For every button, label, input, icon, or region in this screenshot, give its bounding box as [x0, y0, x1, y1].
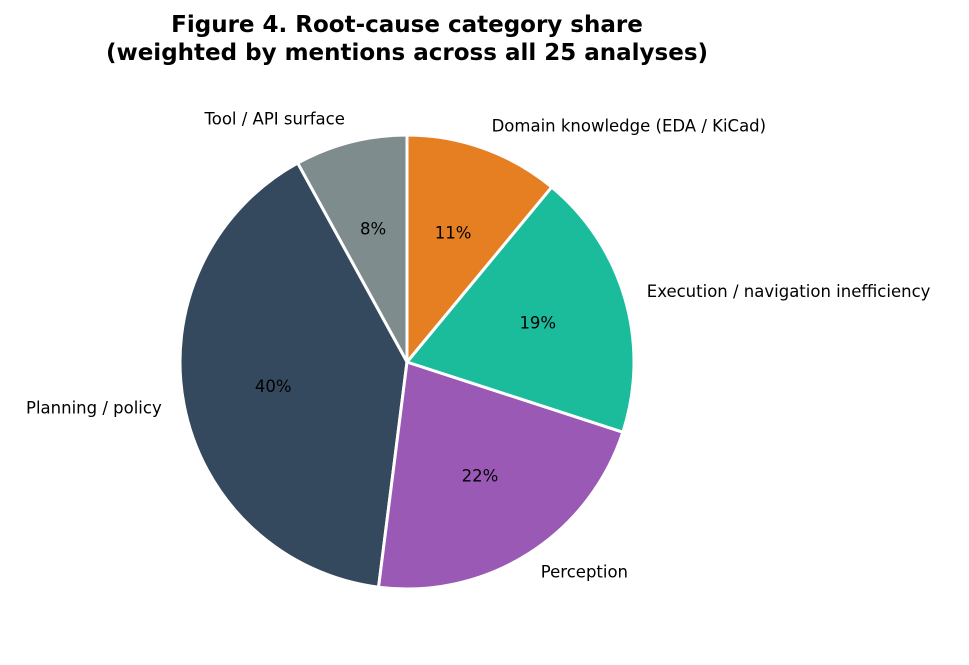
pie-slice-tool-api-surface	[296, 133, 409, 364]
chart-title-line: Figure 4. Root-cause category share	[171, 12, 643, 38]
slice-percent-label: 22%	[462, 466, 499, 485]
slice-percent-label: 40%	[255, 377, 292, 396]
slice-category-label: Execution / navigation inefficiency	[647, 282, 931, 301]
slice-category-label: Tool / API surface	[203, 110, 344, 129]
pie-slice-planning-policy	[178, 161, 409, 589]
slice-category-label: Planning / policy	[26, 398, 162, 417]
slice-percent-label: 11%	[435, 223, 472, 242]
slice-percent-label: 19%	[519, 314, 556, 333]
slice-category-label: Domain knowledge (EDA / KiCad)	[492, 117, 767, 136]
chart-title: Figure 4. Root-cause category share (weig…	[106, 12, 708, 66]
pie-slices	[178, 133, 636, 591]
pie-labels: Tool / API surface 8% Planning / policy 40%…	[26, 110, 931, 582]
pie-slice-domain-knowledge-eda-kicad	[405, 133, 554, 364]
slice-category-label: Perception	[541, 562, 628, 581]
chart-title-line: (weighted by mentions across all 25 anal…	[106, 40, 708, 66]
pie-slice-execution-navigation-inefficiency	[405, 185, 636, 434]
slice-percent-label: 8%	[360, 220, 386, 239]
pie-slice-perception	[377, 360, 625, 591]
